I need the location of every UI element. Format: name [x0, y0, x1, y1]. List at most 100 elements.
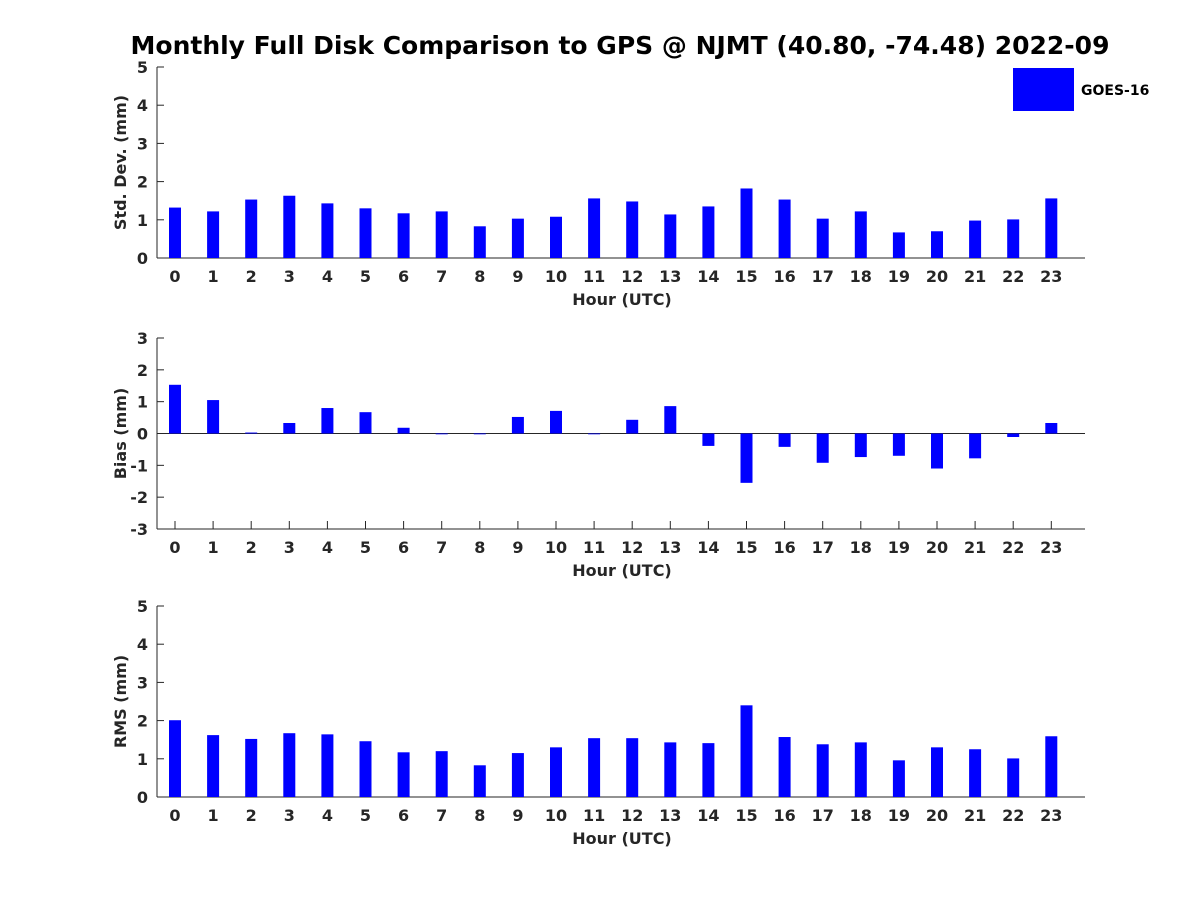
x-tick-label: 20 [926, 267, 948, 286]
x-tick-label: 23 [1040, 538, 1062, 557]
bar-hour-1 [207, 735, 220, 797]
bar-hour-2 [245, 738, 258, 797]
bar-hour-22 [1007, 758, 1020, 797]
y-tick-label: 2 [137, 173, 148, 192]
bar-hour-16 [778, 433, 791, 447]
bar-hour-18 [854, 433, 867, 458]
x-tick-label: 16 [773, 538, 795, 557]
bar-hour-6 [397, 213, 410, 258]
x-tick-label: 19 [888, 538, 910, 557]
x-tick-label: 11 [583, 806, 605, 825]
y-tick-label: 3 [137, 329, 148, 348]
legend-label-goes-16: GOES-16 [1081, 83, 1149, 99]
y-tick-label: 1 [137, 211, 148, 230]
x-tick-label: 9 [512, 806, 523, 825]
bar-hour-9 [511, 416, 524, 434]
x-tick-label: 18 [850, 267, 872, 286]
bar-hour-20 [931, 747, 943, 797]
bar-hour-5 [359, 412, 372, 434]
x-tick-label: 8 [474, 538, 485, 557]
x-tick-label: 11 [583, 538, 605, 557]
x-tick-label: 21 [964, 267, 986, 286]
bar-hour-10 [550, 216, 562, 258]
x-tick-label: 1 [208, 267, 219, 286]
bar-hour-22 [1007, 433, 1020, 438]
x-tick-label: 21 [964, 538, 986, 557]
bar-hour-20 [931, 231, 943, 258]
legend-swatch-goes-16 [1013, 68, 1074, 111]
x-tick-label: 0 [169, 538, 180, 557]
bar-hour-3 [283, 195, 296, 258]
x-tick-label: 11 [583, 267, 605, 286]
y-tick-label: 0 [137, 788, 148, 807]
bar-hour-19 [892, 433, 905, 456]
bar-hour-4 [321, 734, 334, 797]
bar-hour-8 [473, 226, 486, 258]
bar-hour-5 [359, 208, 372, 258]
x-tick-label: 1 [208, 806, 219, 825]
bar-hour-21 [969, 220, 982, 258]
bar-hour-12 [626, 419, 639, 434]
bar-hour-13 [664, 742, 677, 797]
x-tick-label: 4 [322, 806, 333, 825]
bar-hour-9 [511, 753, 524, 797]
y-axis-label: Bias (mm) [111, 388, 130, 480]
x-tick-label: 8 [474, 806, 485, 825]
x-tick-label: 10 [545, 538, 567, 557]
bar-hour-15 [740, 705, 753, 797]
bar-hour-23 [1045, 422, 1058, 434]
y-tick-label: 5 [137, 597, 148, 616]
x-tick-label: 10 [545, 806, 567, 825]
bar-hour-21 [969, 749, 982, 797]
bar-hour-2 [245, 432, 258, 434]
bar-hour-6 [397, 752, 410, 797]
bar-hour-22 [1007, 219, 1020, 258]
x-tick-label: 13 [659, 538, 681, 557]
bar-hour-14 [702, 743, 715, 797]
bar-hour-0 [169, 384, 181, 434]
x-tick-label: 4 [322, 267, 333, 286]
bar-hour-12 [626, 201, 639, 258]
bar-hour-3 [283, 422, 296, 434]
x-tick-label: 17 [812, 267, 834, 286]
bar-hour-18 [854, 211, 867, 258]
x-tick-label: 16 [773, 806, 795, 825]
bar-hour-2 [245, 199, 258, 258]
bar-hour-16 [778, 737, 791, 797]
y-tick-label: 0 [137, 249, 148, 268]
x-tick-label: 15 [735, 267, 757, 286]
y-tick-label: 0 [137, 425, 148, 444]
x-tick-label: 17 [812, 806, 834, 825]
bar-hour-10 [550, 410, 562, 434]
bar-hour-4 [321, 408, 334, 434]
y-tick-label: 5 [137, 58, 148, 77]
x-tick-label: 18 [850, 806, 872, 825]
x-tick-label: 7 [436, 538, 447, 557]
bar-hour-8 [473, 433, 486, 435]
x-tick-label: 2 [246, 267, 257, 286]
x-tick-label: 20 [926, 538, 948, 557]
x-tick-label: 10 [545, 267, 567, 286]
x-axis-label: Hour (UTC) [572, 290, 672, 309]
x-tick-label: 12 [621, 806, 643, 825]
x-tick-label: 14 [697, 267, 719, 286]
x-tick-label: 17 [812, 538, 834, 557]
bar-hour-21 [969, 433, 982, 459]
y-tick-label: 1 [137, 750, 148, 769]
y-tick-label: 2 [137, 361, 148, 380]
bar-hour-20 [931, 433, 943, 469]
y-tick-label: 3 [137, 673, 148, 692]
bar-hour-10 [550, 747, 562, 797]
legend: GOES-16 [1013, 68, 1149, 111]
x-tick-label: 13 [659, 267, 681, 286]
x-tick-label: 23 [1040, 806, 1062, 825]
bar-hour-0 [169, 720, 181, 797]
y-tick-label: 1 [137, 393, 148, 412]
x-tick-label: 12 [621, 538, 643, 557]
bar-hour-17 [816, 744, 829, 797]
bar-hour-9 [511, 218, 524, 258]
x-tick-label: 13 [659, 806, 681, 825]
x-tick-label: 0 [169, 267, 180, 286]
bar-hour-13 [664, 406, 677, 434]
